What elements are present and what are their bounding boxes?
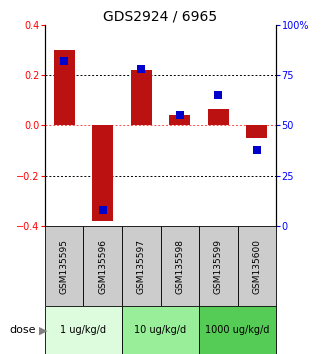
Text: GSM135597: GSM135597 bbox=[137, 239, 146, 294]
Text: GSM135600: GSM135600 bbox=[252, 239, 261, 294]
Bar bbox=[199, 226, 238, 307]
Point bbox=[139, 66, 144, 72]
Bar bbox=[169, 115, 190, 125]
Text: GSM135599: GSM135599 bbox=[214, 239, 223, 294]
Bar bbox=[246, 125, 267, 138]
Text: 1 ug/kg/d: 1 ug/kg/d bbox=[60, 325, 107, 335]
Bar bbox=[160, 226, 199, 307]
Point bbox=[100, 207, 105, 213]
Bar bbox=[92, 125, 113, 221]
Bar bbox=[208, 109, 229, 125]
Point bbox=[254, 147, 259, 152]
Bar bbox=[83, 226, 122, 307]
Text: 10 ug/kg/d: 10 ug/kg/d bbox=[134, 325, 187, 335]
Text: ▶: ▶ bbox=[39, 325, 47, 335]
Point bbox=[177, 113, 182, 118]
Text: GSM135595: GSM135595 bbox=[60, 239, 69, 294]
Text: dose: dose bbox=[10, 325, 36, 335]
Point bbox=[216, 92, 221, 98]
Point bbox=[62, 58, 67, 64]
Text: 1000 ug/kg/d: 1000 ug/kg/d bbox=[205, 325, 270, 335]
Bar bbox=[131, 70, 152, 125]
Bar bbox=[238, 226, 276, 307]
Bar bbox=[45, 307, 122, 354]
Bar bbox=[199, 307, 276, 354]
Text: GSM135598: GSM135598 bbox=[175, 239, 184, 294]
Bar bbox=[45, 226, 83, 307]
Bar bbox=[122, 307, 199, 354]
Bar bbox=[122, 226, 160, 307]
Bar bbox=[54, 50, 75, 125]
Title: GDS2924 / 6965: GDS2924 / 6965 bbox=[103, 10, 218, 24]
Text: GSM135596: GSM135596 bbox=[98, 239, 107, 294]
